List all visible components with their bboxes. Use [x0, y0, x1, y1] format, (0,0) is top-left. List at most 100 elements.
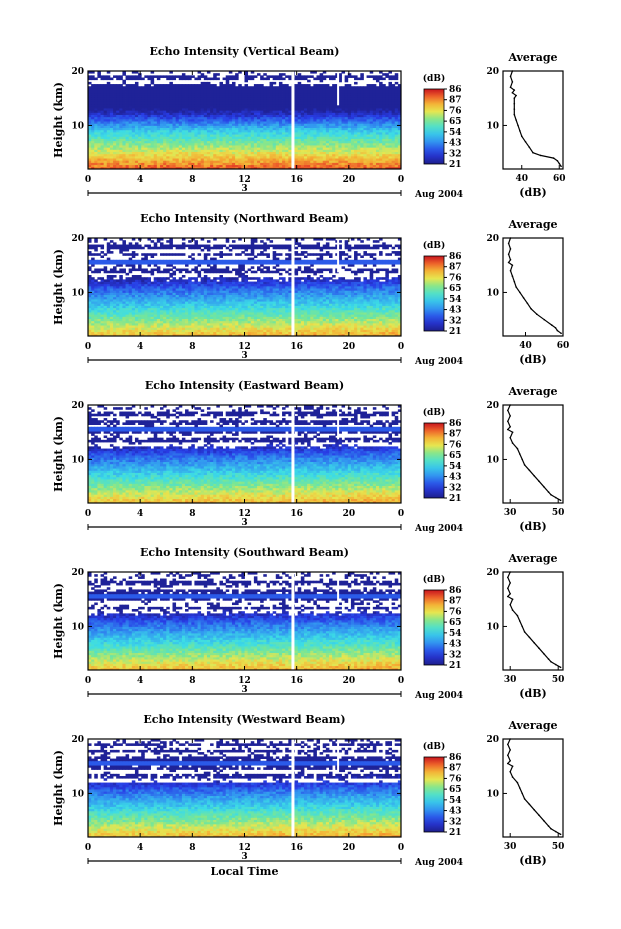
colorbar [423, 255, 445, 332]
profile-point [517, 124, 519, 127]
data-gap [337, 71, 340, 106]
profile-point [511, 92, 514, 94]
colorbar-label: 65 [449, 451, 462, 461]
x-tick-label: 16 [290, 342, 303, 352]
profile-point [550, 661, 552, 663]
profile-point [539, 154, 542, 157]
profile-point [509, 404, 512, 406]
profile-title: Average [507, 385, 557, 398]
profile-point [519, 787, 521, 789]
colorbar-label: 76 [449, 273, 462, 283]
colorbar-unit: (dB) [423, 407, 445, 418]
profile-point [509, 436, 512, 439]
heatmap [88, 572, 402, 671]
profile-x-label: (dB) [519, 186, 546, 199]
profile-point [526, 302, 529, 305]
y-axis-label: Height (km) [52, 583, 65, 659]
profile-point [516, 781, 519, 784]
panel-title: Echo Intensity (Southward Beam) [140, 546, 349, 559]
profile-point [528, 146, 531, 148]
profile-point [513, 108, 516, 110]
x-tick-label: 20 [343, 843, 356, 853]
y-tick-label: 20 [71, 234, 84, 244]
colorbar-label: 43 [449, 473, 462, 483]
date-marker: 3 [241, 518, 247, 528]
panel-3: Echo Intensity (Southward Beam) Height (k… [52, 546, 564, 701]
profile-point [509, 259, 512, 261]
colorbar-label: 87 [449, 597, 462, 607]
x-tick-label: 8 [189, 843, 195, 853]
profile-point [511, 275, 514, 277]
profile-point [509, 749, 512, 751]
profile-frame [502, 70, 564, 170]
profile-point [511, 609, 514, 611]
profile-point [516, 614, 519, 617]
heatmap [88, 238, 402, 337]
profile-point [507, 595, 509, 598]
profile-x-tick-label: 60 [557, 341, 570, 351]
profile-point [509, 237, 512, 239]
data-gap [291, 405, 295, 503]
x-axis-label: Local Time [211, 865, 279, 878]
colorbar-label: 43 [449, 640, 462, 650]
date-marker: 3 [241, 685, 247, 695]
profile-point [552, 157, 555, 159]
profile-y-tick-label: 10 [486, 455, 499, 465]
colorbar-label: 43 [449, 306, 462, 316]
profile-y-tick-label: 10 [486, 622, 499, 632]
profile-point [515, 94, 517, 97]
profile-point [555, 663, 557, 666]
profile-point [513, 89, 516, 91]
colorbar-label: 65 [449, 284, 462, 294]
profile-point [547, 825, 550, 827]
x-tick-label: 0 [398, 843, 404, 853]
data-gap [337, 405, 340, 440]
profile-point [507, 261, 510, 264]
data-gap [291, 572, 295, 670]
profile-title: Average [507, 719, 557, 732]
date-marker: 3 [241, 184, 247, 194]
profile-point [543, 652, 545, 655]
x-tick-label: 0 [398, 175, 404, 185]
profile-point [511, 776, 514, 778]
profile-point [538, 480, 540, 483]
profile-point [524, 141, 527, 143]
x-tick-label: 12 [238, 843, 251, 853]
profile-point [509, 415, 512, 417]
x-tick-label: 4 [137, 843, 143, 853]
colorbar-label: 32 [449, 817, 462, 827]
profile-x-tick-label: 60 [553, 174, 566, 184]
colorbar [423, 422, 445, 499]
x-tick-label: 16 [290, 676, 303, 686]
colorbar-label: 21 [449, 160, 462, 170]
y-tick-label: 20 [71, 568, 84, 578]
profile-point [509, 603, 512, 606]
profile-point [528, 803, 531, 806]
y-tick-label: 20 [71, 735, 84, 745]
profile-point [528, 469, 531, 472]
date-label: Aug 2004 [414, 858, 463, 868]
x-tick-label: 20 [343, 342, 356, 352]
x-tick-label: 0 [85, 509, 91, 519]
profile-point [509, 582, 512, 584]
x-tick-label: 20 [343, 509, 356, 519]
profile-point [523, 798, 526, 800]
profile-point [519, 620, 521, 622]
profile-point [507, 576, 509, 579]
profile-point [509, 593, 512, 595]
profile-x-label: (dB) [519, 520, 546, 533]
profile-point [519, 453, 521, 455]
colorbar-label: 86 [449, 252, 462, 262]
colorbar-label: 76 [449, 607, 462, 617]
colorbar-label: 65 [449, 785, 462, 795]
profile-point [513, 113, 516, 116]
panel-title: Echo Intensity (Eastward Beam) [145, 379, 344, 392]
date-label: Aug 2004 [414, 190, 463, 200]
colorbar-label: 86 [449, 85, 462, 95]
panel-title: Echo Intensity (Westward Beam) [143, 713, 345, 726]
profile-y-tick-label: 10 [486, 288, 499, 298]
profile-point [509, 770, 512, 773]
colorbar-unit: (dB) [423, 574, 445, 585]
profile-point [543, 819, 545, 822]
